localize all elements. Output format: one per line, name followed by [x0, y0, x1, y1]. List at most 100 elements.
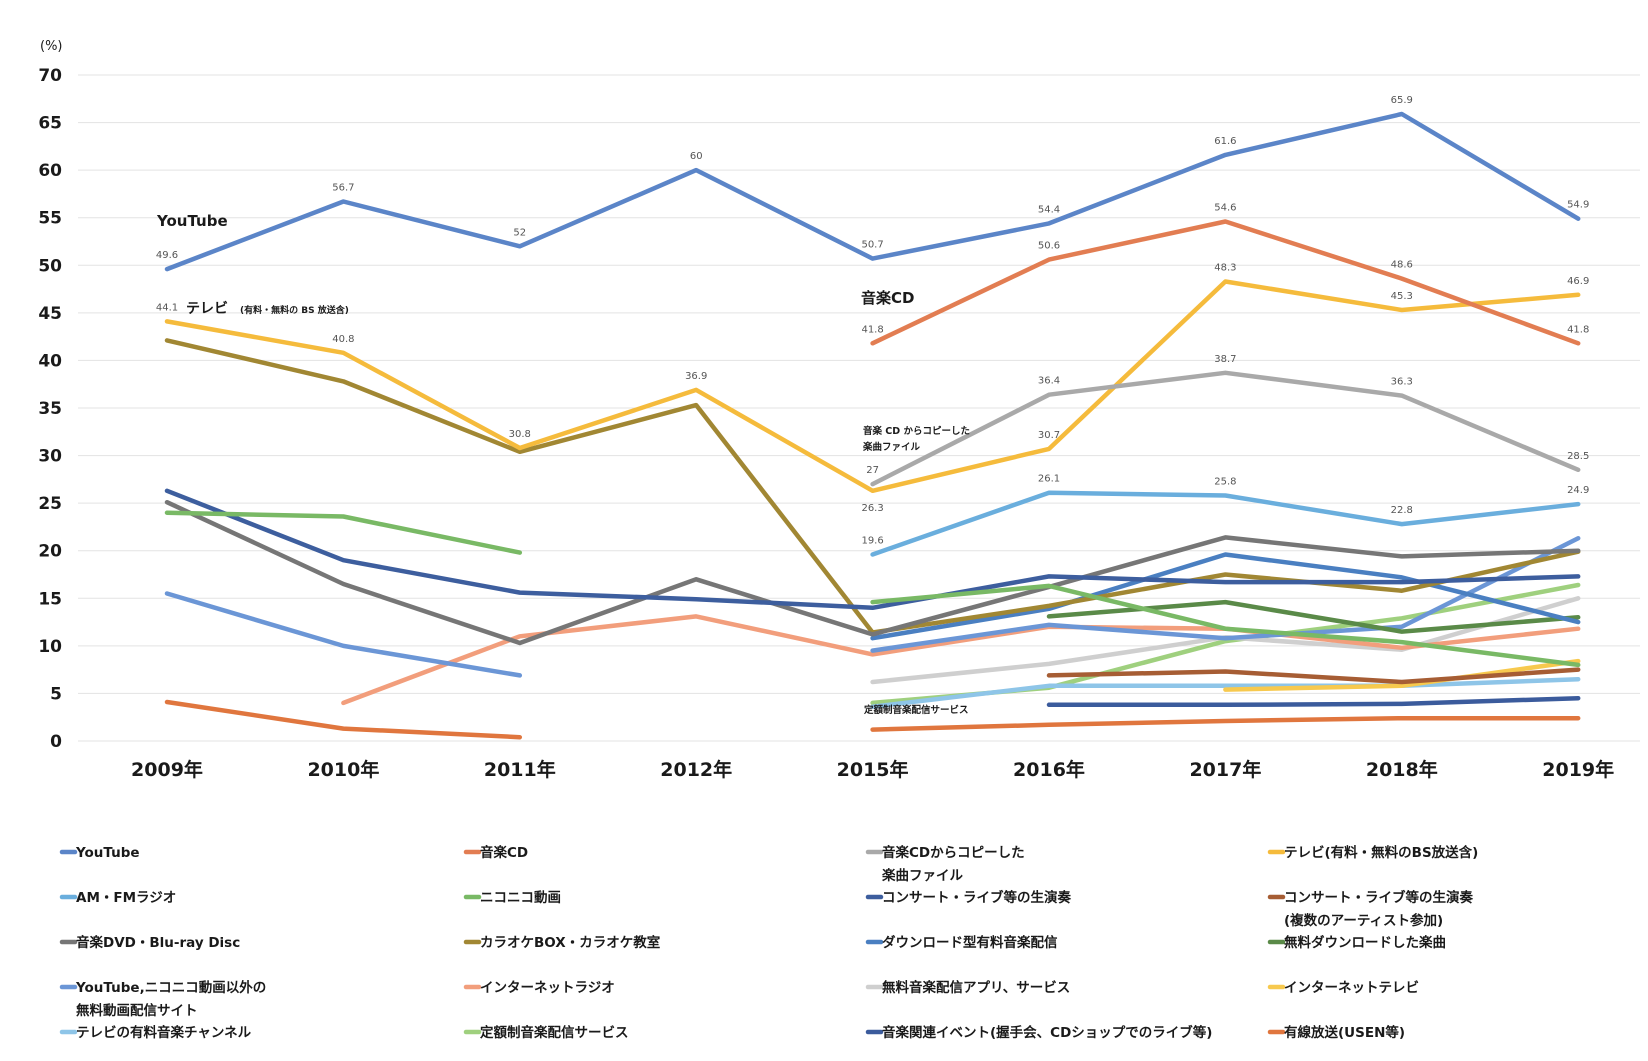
legend-label: 無料音楽配信アプリ、サービス	[882, 979, 1070, 996]
legend-item: インターネットラジオ	[463, 980, 615, 996]
data-label: 27	[866, 465, 879, 476]
y-tick-label: 10	[38, 637, 62, 657]
y-tick-label: 25	[38, 494, 62, 514]
data-label: 45.3	[1391, 291, 1413, 302]
data-label: 50.6	[1038, 241, 1060, 252]
series-8-line	[164, 499, 1581, 646]
legend-item: 有線放送(USEN等)	[1267, 1024, 1405, 1041]
y-tick-label: 0	[50, 732, 62, 752]
annotation-music-cd: 音楽CD	[861, 289, 914, 307]
x-tick-label: 2018年	[1366, 758, 1438, 781]
y-tick-label: 15	[38, 589, 62, 609]
legend-label: 音楽関連イベント(握手会、CDショップでのライブ等)	[882, 1024, 1212, 1041]
legend-item: 音楽CD	[463, 844, 528, 861]
data-label: 65.9	[1391, 95, 1413, 106]
legend-label: 定額制音楽配信サービス	[480, 1024, 629, 1041]
data-label: 41.8	[861, 324, 883, 335]
legend-label: 音楽DVD・Blu-ray Disc	[76, 934, 240, 951]
legend-item: 無料ダウンロードした楽曲	[1267, 934, 1446, 951]
series-15-line	[1223, 658, 1581, 692]
data-label: 36.9	[685, 371, 707, 382]
legend-item: 音楽DVD・Blu-ray Disc	[59, 934, 240, 951]
series-lines	[164, 111, 1581, 740]
x-tick-label: 2011年	[484, 758, 556, 781]
y-tick-label: 20	[38, 542, 62, 562]
data-label: 56.7	[332, 183, 354, 194]
data-label: 41.8	[1567, 324, 1589, 335]
data-label: 60	[690, 151, 703, 162]
data-label: 26.1	[1038, 474, 1060, 485]
x-tick-label: 2010年	[307, 758, 379, 781]
data-label: 36.3	[1391, 377, 1413, 388]
y-axis-ticks: 0 5 10 15 20 25 30 35 40 45 50 55 60 65 70	[38, 66, 62, 752]
legend-label: (複数のアーティスト参加)	[1284, 912, 1443, 929]
legend-label: コンサート・ライブ等の生演奏	[882, 889, 1071, 906]
legend-item: カラオケBOX・カラオケ教室	[463, 934, 661, 951]
legend-label: 音楽CDからコピーした	[882, 844, 1025, 861]
series-3-line	[164, 279, 1581, 494]
legend-label: 音楽CD	[480, 844, 528, 861]
data-label: 30.7	[1038, 430, 1060, 441]
data-label: 24.9	[1567, 485, 1589, 496]
annotation-youtube: YouTube	[156, 212, 228, 230]
data-label: 49.6	[156, 250, 178, 261]
data-label: 28.5	[1567, 451, 1589, 462]
legend-label: ダウンロード型有料音楽配信	[882, 934, 1058, 951]
legend-label: インターネットテレビ	[1284, 980, 1419, 996]
data-label: 48.3	[1214, 262, 1236, 273]
x-tick-label: 2019年	[1542, 758, 1614, 781]
y-tick-label: 30	[38, 447, 62, 467]
legend-item: 無料音楽配信アプリ、サービス	[865, 979, 1070, 996]
legend-label: YouTube,ニコニコ動画以外の	[75, 979, 266, 996]
y-tick-label: 65	[38, 114, 62, 134]
y-tick-label: 40	[38, 351, 62, 371]
series-4-line	[870, 490, 1581, 557]
legend-item: コンサート・ライブ等の生演奏	[865, 889, 1071, 906]
x-tick-label: 2016年	[1013, 758, 1085, 781]
series-16-line	[870, 676, 1581, 709]
x-tick-label: 2017年	[1189, 758, 1261, 781]
series-18-line	[1046, 695, 1581, 708]
legend-label: ニコニコ動画	[480, 889, 561, 906]
y-tick-label: 45	[38, 304, 62, 324]
series-6-line	[164, 488, 1581, 611]
data-label: 40.8	[332, 334, 354, 345]
x-axis-ticks: 2009年 2010年 2011年 2012年 2015年 2016年 2017年 2018年…	[131, 758, 1614, 781]
series-12-line	[164, 536, 1581, 678]
annotation-cd-copy-line1: 音楽 CD からコピーした	[863, 425, 970, 437]
y-axis-unit-label: (%)	[40, 39, 63, 54]
legend-item: 音楽関連イベント(握手会、CDショップでのライブ等)	[865, 1024, 1212, 1041]
x-tick-label: 2015年	[837, 758, 909, 781]
legend-label: テレビの有料音楽チャンネル	[76, 1024, 252, 1041]
series-0-line	[164, 111, 1581, 272]
data-label: 50.7	[861, 240, 883, 251]
data-label: 25.8	[1214, 477, 1236, 488]
chart-annotations: YouTube テレビ (有料・無料の BS 放送含) 音楽CD 音楽 CD か…	[156, 212, 970, 716]
y-tick-label: 50	[38, 256, 62, 276]
legend-label: 無料ダウンロードした楽曲	[1284, 934, 1446, 951]
data-label: 54.4	[1038, 204, 1060, 215]
legend-item: YouTube	[59, 845, 140, 861]
legend-item: インターネットテレビ	[1267, 980, 1419, 996]
x-tick-label: 2012年	[660, 758, 732, 781]
y-tick-label: 70	[38, 66, 62, 86]
data-label: 36.4	[1038, 376, 1060, 387]
x-tick-label: 2009年	[131, 758, 203, 781]
legend-item: ダウンロード型有料音楽配信	[865, 934, 1058, 951]
data-label: 44.1	[156, 302, 178, 313]
y-tick-label: 35	[38, 399, 62, 419]
data-label: 54.6	[1214, 203, 1236, 214]
legend-item: ニコニコ動画	[463, 889, 561, 906]
data-label: 22.8	[1391, 505, 1413, 516]
data-label: 46.9	[1567, 276, 1589, 287]
series-7-line	[1046, 667, 1581, 685]
series-10-line	[870, 552, 1581, 641]
annotation-subscription: 定額制音楽配信サービス	[863, 704, 969, 716]
legend-item: AM・FMラジオ	[59, 890, 176, 906]
legend-label: カラオケBOX・カラオケ教室	[480, 934, 661, 951]
